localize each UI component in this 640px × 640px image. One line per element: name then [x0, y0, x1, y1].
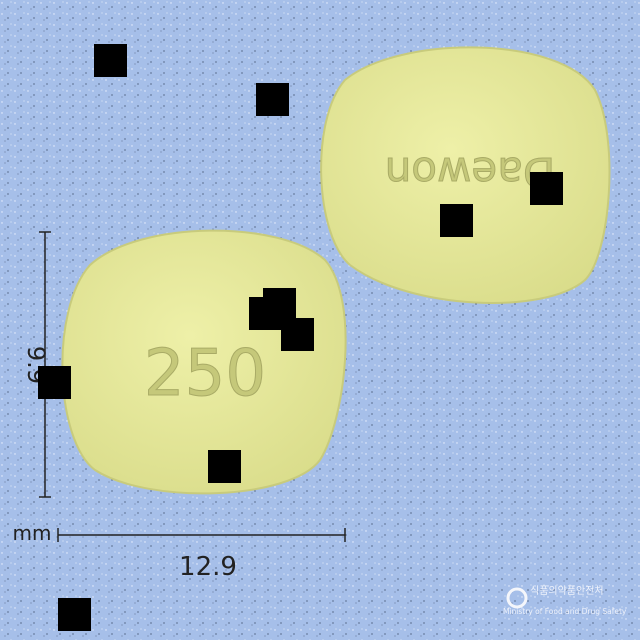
pill-imprint: Daewon: [385, 148, 556, 197]
logo-korean: 식품의약품안전처: [530, 585, 604, 597]
logo: 식품의약품안전처 Ministry of Food and Drug Safet…: [503, 585, 627, 616]
width-scale: [57, 528, 346, 542]
occlusions: [38, 44, 563, 631]
unit-label: mm: [13, 521, 52, 545]
height-scale: [39, 231, 51, 498]
pill-imprint: 250: [144, 337, 266, 411]
pill-right: Daewon: [320, 46, 611, 304]
logo-english: Ministry of Food and Drug Safety: [503, 607, 627, 616]
pill-left: 250: [61, 229, 347, 495]
width-label: 12.9: [179, 552, 237, 582]
